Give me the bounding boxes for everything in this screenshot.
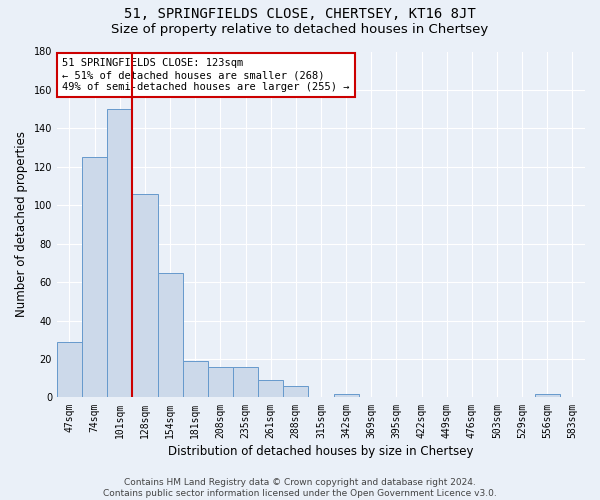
Bar <box>334 394 359 398</box>
Bar <box>233 366 258 398</box>
Text: 51 SPRINGFIELDS CLOSE: 123sqm
← 51% of detached houses are smaller (268)
49% of : 51 SPRINGFIELDS CLOSE: 123sqm ← 51% of d… <box>62 58 350 92</box>
Bar <box>182 361 208 398</box>
Bar <box>258 380 283 398</box>
Bar <box>535 394 560 398</box>
Y-axis label: Number of detached properties: Number of detached properties <box>15 132 28 318</box>
Text: Size of property relative to detached houses in Chertsey: Size of property relative to detached ho… <box>112 22 488 36</box>
Bar <box>57 342 82 398</box>
Bar <box>283 386 308 398</box>
Text: Contains HM Land Registry data © Crown copyright and database right 2024.
Contai: Contains HM Land Registry data © Crown c… <box>103 478 497 498</box>
Bar <box>208 366 233 398</box>
Bar <box>158 272 182 398</box>
X-axis label: Distribution of detached houses by size in Chertsey: Distribution of detached houses by size … <box>168 444 474 458</box>
Bar <box>133 194 158 398</box>
Bar <box>107 109 133 398</box>
Text: 51, SPRINGFIELDS CLOSE, CHERTSEY, KT16 8JT: 51, SPRINGFIELDS CLOSE, CHERTSEY, KT16 8… <box>124 8 476 22</box>
Bar <box>82 157 107 398</box>
